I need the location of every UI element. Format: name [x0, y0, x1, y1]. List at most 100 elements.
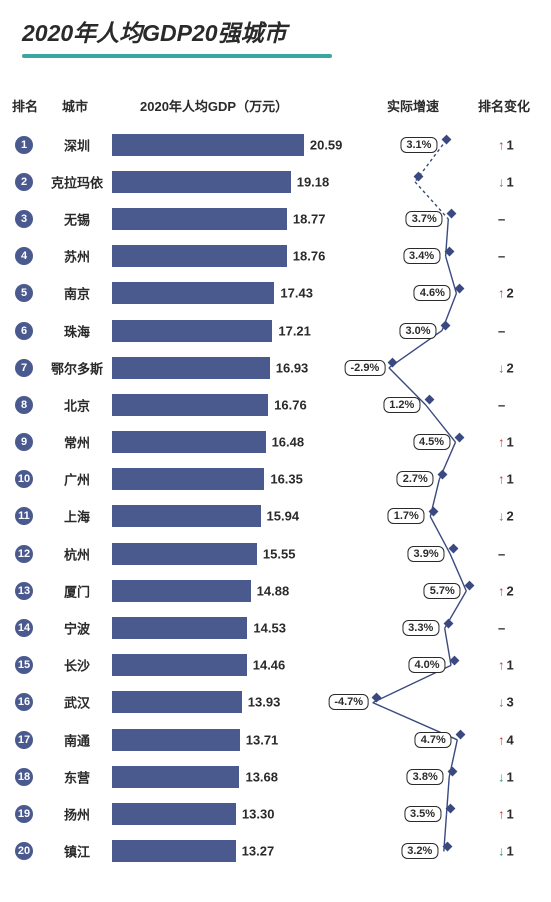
- rank-change-dash: –: [498, 397, 505, 412]
- rank-badge: 13: [15, 582, 33, 600]
- gdp-value: 13.68: [245, 769, 278, 784]
- city-name: 厦门: [48, 581, 106, 600]
- rank-change: ↑2: [498, 286, 514, 301]
- gdp-value: 14.53: [253, 621, 286, 636]
- rank-badge: 1: [15, 136, 33, 154]
- rank-change-value: 4: [507, 732, 514, 747]
- gdp-bar: [112, 505, 261, 527]
- arrow-down-icon: ↓: [498, 174, 505, 189]
- table-row: 16武汉13.93-4.7%↓3: [0, 684, 551, 721]
- rank-change-value: 1: [507, 137, 514, 152]
- gdp-bar: [112, 245, 287, 267]
- growth-dot: [441, 135, 451, 145]
- gdp-value: 16.35: [270, 472, 303, 487]
- growth-dot: [429, 507, 439, 517]
- arrow-up-icon: ↑: [498, 435, 505, 450]
- rank-change: ↑1: [498, 137, 514, 152]
- growth-value: 5.7%: [424, 583, 461, 599]
- bar-area: 19.18: [112, 171, 317, 193]
- gdp-bar: [112, 357, 270, 379]
- growth-dot: [445, 804, 455, 814]
- rank-change: ↑4: [498, 732, 514, 747]
- table-row: 18东营13.683.8%↓1: [0, 758, 551, 795]
- bar-area: 14.46: [112, 654, 317, 676]
- gdp-bar: [112, 580, 251, 602]
- arrow-up-icon: ↑: [498, 137, 505, 152]
- rank-change: ↑1: [498, 806, 514, 821]
- gdp-value: 13.30: [242, 806, 275, 821]
- growth-value: 3.0%: [399, 323, 436, 339]
- table-row: 4苏州18.763.4%–: [0, 238, 551, 275]
- gdp-bar: [112, 208, 287, 230]
- col-growth: 实际增速: [387, 96, 439, 115]
- growth-dot: [424, 395, 434, 405]
- table-row: 11上海15.941.7%↓2: [0, 498, 551, 535]
- rank-change-value: 1: [507, 658, 514, 673]
- city-name: 无锡: [48, 209, 106, 228]
- rank-change: ↓2: [498, 509, 514, 524]
- gdp-bar: [112, 171, 291, 193]
- bar-area: 13.30: [112, 803, 317, 825]
- arrow-down-icon: ↓: [498, 844, 505, 859]
- rows-container: 1深圳20.593.1%↑12克拉玛依19.18↓13无锡18.773.7%–4…: [0, 126, 551, 870]
- gdp-bar: [112, 654, 247, 676]
- table-row: 5南京17.434.6%↑2: [0, 275, 551, 312]
- rank-change: –: [498, 397, 505, 412]
- rank-change-dash: –: [498, 249, 505, 264]
- growth-value: 3.5%: [404, 806, 441, 822]
- gdp-bar: [112, 766, 239, 788]
- growth-dot: [371, 693, 381, 703]
- col-gdp: 2020年人均GDP（万元）: [140, 96, 288, 115]
- growth-value: 3.2%: [401, 843, 438, 859]
- city-name: 宁波: [48, 619, 106, 638]
- gdp-value: 14.46: [253, 658, 286, 673]
- city-name: 长沙: [48, 656, 106, 675]
- arrow-down-icon: ↓: [498, 769, 505, 784]
- rank-badge: 10: [15, 470, 33, 488]
- city-name: 镇江: [48, 842, 106, 861]
- city-name: 东营: [48, 767, 106, 786]
- bar-area: 15.55: [112, 543, 317, 565]
- rank-badge: 15: [15, 656, 33, 674]
- growth-value: 3.4%: [403, 248, 440, 264]
- gdp-bar: [112, 282, 274, 304]
- title-underline: [22, 54, 332, 58]
- rank-change-dash: –: [498, 621, 505, 636]
- rank-badge: 5: [15, 284, 33, 302]
- city-name: 扬州: [48, 804, 106, 823]
- gdp-value: 18.76: [293, 249, 326, 264]
- gdp-value: 13.27: [242, 844, 275, 859]
- growth-dot: [448, 767, 458, 777]
- city-name: 克拉玛依: [48, 172, 106, 191]
- rank-change-dash: –: [498, 211, 505, 226]
- growth-dot: [444, 246, 454, 256]
- rank-badge: 16: [15, 693, 33, 711]
- gdp-bar: [112, 431, 266, 453]
- growth-value: 4.7%: [415, 732, 452, 748]
- col-rank-change: 排名变化: [478, 96, 530, 115]
- city-name: 南京: [48, 284, 106, 303]
- city-name: 鄂尔多斯: [48, 358, 106, 377]
- gdp-value: 13.93: [248, 695, 281, 710]
- rank-badge: 3: [15, 210, 33, 228]
- rank-change-dash: –: [498, 546, 505, 561]
- city-name: 珠海: [48, 321, 106, 340]
- col-city: 城市: [62, 96, 88, 115]
- rank-change: ↓1: [498, 769, 514, 784]
- growth-value: -4.7%: [328, 694, 369, 710]
- rank-badge: 20: [15, 842, 33, 860]
- gdp-value: 13.71: [246, 732, 279, 747]
- rank-badge: 11: [15, 507, 33, 525]
- col-rank: 排名: [12, 96, 38, 115]
- city-name: 常州: [48, 433, 106, 452]
- gdp-value: 17.21: [278, 323, 311, 338]
- rank-badge: 4: [15, 247, 33, 265]
- table-row: 15长沙14.464.0%↑1: [0, 647, 551, 684]
- rank-change: –: [498, 249, 505, 264]
- city-name: 深圳: [48, 135, 106, 154]
- bar-area: 15.94: [112, 505, 317, 527]
- growth-value: 3.9%: [408, 546, 445, 562]
- gdp-value: 16.76: [274, 397, 307, 412]
- growth-value: 3.8%: [407, 769, 444, 785]
- gdp-value: 16.93: [276, 360, 309, 375]
